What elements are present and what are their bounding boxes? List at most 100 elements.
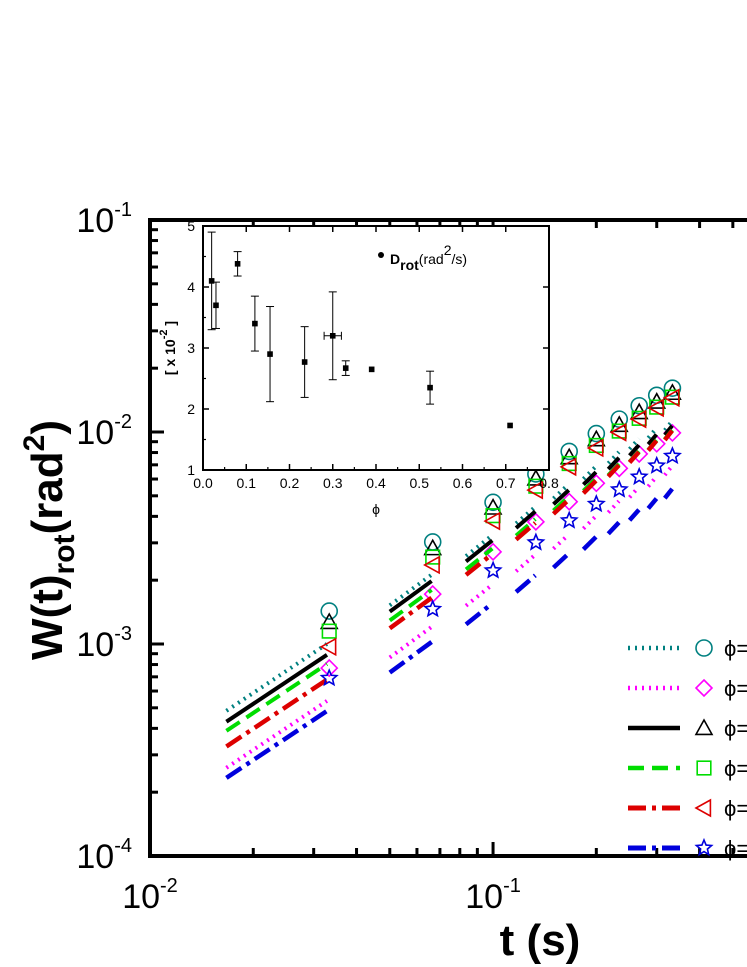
series-line-segment — [582, 464, 598, 481]
series-line-segment — [628, 485, 641, 499]
legend-marker — [694, 678, 714, 698]
inset-x-tick-label: 0.0 — [193, 475, 213, 491]
series-line-segment — [646, 433, 659, 446]
series-line-segment — [225, 677, 329, 749]
data-point — [630, 396, 649, 415]
series-line-segment — [606, 520, 621, 536]
inset-marker — [368, 366, 375, 373]
series-line-segment — [646, 439, 659, 452]
data-point — [586, 493, 606, 513]
data-point — [484, 493, 502, 512]
series-line-segment — [606, 463, 621, 479]
inset-data-point — [211, 281, 220, 329]
data-point — [321, 623, 337, 639]
series-line-segment — [225, 653, 329, 724]
series-line-segment — [514, 573, 537, 594]
data-point — [423, 599, 443, 618]
data-point — [483, 560, 503, 579]
series-line-segment — [628, 443, 641, 457]
inset-data-point — [233, 251, 242, 277]
inset-data-point — [300, 326, 309, 398]
main-plot-frame — [148, 218, 747, 858]
inset-frame — [202, 225, 550, 471]
series-line-segment — [663, 424, 674, 437]
inset-legend-marker — [378, 252, 384, 258]
inset-marker — [252, 320, 258, 327]
data-point — [423, 538, 443, 556]
inset-marker — [329, 333, 336, 339]
legend-marker — [696, 760, 712, 776]
legend-label: ϕ= — [724, 716, 747, 741]
series-line-segment — [628, 437, 641, 451]
legend-marker — [694, 718, 714, 736]
data-point — [526, 532, 546, 551]
inset-y-tick-label: 5 — [187, 218, 195, 234]
series-4 — [225, 388, 680, 749]
series-line-segment — [663, 464, 674, 477]
inset-marker — [507, 422, 513, 429]
inset-data-point — [323, 291, 342, 381]
x-axis-title: t (s) — [500, 916, 581, 965]
data-point — [647, 398, 664, 418]
inset-marker — [234, 261, 241, 267]
data-point — [423, 555, 440, 575]
data-point — [559, 457, 577, 477]
series-line-segment — [388, 573, 433, 607]
legend-marker — [694, 837, 714, 857]
series-line-segment — [514, 553, 537, 573]
x-tick-label: 10-2 — [122, 875, 178, 916]
data-point — [320, 602, 339, 620]
legend-label: ϕ= — [724, 636, 747, 661]
series-line-segment — [663, 487, 674, 500]
main-legend: ϕ= ϕ= ϕ= ϕ= ϕ= ϕ= — [628, 636, 747, 861]
data-point — [526, 480, 544, 500]
series-line-segment — [552, 533, 571, 551]
series-line-segment — [663, 419, 674, 432]
inset-x-tick-label: 0.8 — [539, 475, 559, 491]
series-line-segment — [514, 505, 537, 525]
data-point — [560, 442, 578, 461]
inset-x-tick-label: 0.5 — [410, 475, 430, 491]
series-line-segment — [627, 508, 641, 522]
data-point — [587, 424, 606, 443]
inset-y-tick-label: 3 — [187, 340, 195, 356]
series-line-segment — [627, 450, 641, 464]
inset-x-tick-label: 0.1 — [237, 475, 257, 491]
main-plot: 10-2 10-110-410-310-210-1t (s)W(t)rot(rad… — [18, 199, 747, 965]
series-line-segment — [514, 521, 537, 542]
inset-x-tick-label: 0.6 — [453, 475, 473, 491]
series-line-segment — [663, 429, 674, 442]
series-line-segment — [464, 533, 494, 558]
data-point — [483, 511, 501, 531]
series-line-segment — [388, 588, 433, 623]
legend-label: ϕ= — [724, 676, 747, 701]
series-line-segment — [464, 601, 494, 627]
series-line-segment — [464, 552, 494, 577]
data-point — [483, 542, 503, 562]
data-point — [629, 466, 649, 486]
inset-data-point — [266, 306, 275, 403]
series-line-segment — [581, 479, 598, 495]
series-line-segment — [388, 640, 433, 675]
y-axis-title: W(t)rot(rad2) — [18, 420, 81, 660]
legend-label: ϕ= — [724, 796, 747, 821]
series-line-segment — [606, 499, 621, 514]
series-line-segment — [464, 583, 494, 608]
data-point — [629, 409, 647, 429]
data-point — [662, 445, 682, 465]
inset-y-tick-label: 1 — [187, 462, 195, 478]
series-line-segment — [646, 497, 659, 510]
series-line-segment — [551, 498, 571, 516]
series-line-segment — [581, 535, 598, 552]
inset-y-axis-title: [ x 10-2 ] — [158, 321, 178, 375]
series-1 — [225, 423, 682, 770]
series-0 — [225, 379, 682, 713]
inset-data-point — [426, 370, 435, 405]
series-line-segment — [606, 456, 621, 471]
series-line-segment — [388, 625, 433, 660]
data-point — [609, 479, 629, 498]
inset-marker — [427, 384, 433, 391]
series-line-segment — [606, 450, 621, 465]
x-tick-label: 10-1 — [465, 875, 521, 916]
